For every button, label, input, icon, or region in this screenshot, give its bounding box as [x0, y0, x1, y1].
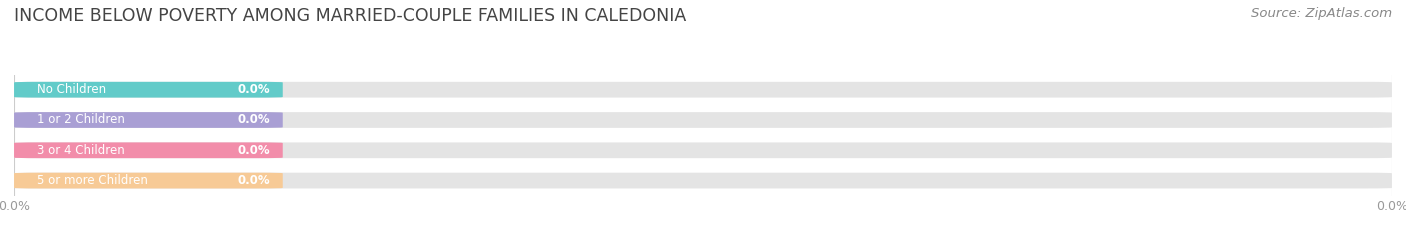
Text: 0.0%: 0.0%: [238, 174, 270, 187]
FancyBboxPatch shape: [14, 112, 1392, 128]
FancyBboxPatch shape: [14, 82, 283, 98]
Text: INCOME BELOW POVERTY AMONG MARRIED-COUPLE FAMILIES IN CALEDONIA: INCOME BELOW POVERTY AMONG MARRIED-COUPL…: [14, 7, 686, 25]
FancyBboxPatch shape: [14, 142, 1392, 158]
FancyBboxPatch shape: [14, 142, 283, 158]
Text: 3 or 4 Children: 3 or 4 Children: [38, 144, 125, 157]
FancyBboxPatch shape: [14, 82, 1392, 98]
Text: 0.0%: 0.0%: [238, 113, 270, 127]
Text: 0.0%: 0.0%: [238, 83, 270, 96]
Text: No Children: No Children: [38, 83, 107, 96]
FancyBboxPatch shape: [14, 173, 1392, 188]
Text: 5 or more Children: 5 or more Children: [38, 174, 149, 187]
Text: 0.0%: 0.0%: [238, 144, 270, 157]
Text: Source: ZipAtlas.com: Source: ZipAtlas.com: [1251, 7, 1392, 20]
Text: 1 or 2 Children: 1 or 2 Children: [38, 113, 125, 127]
FancyBboxPatch shape: [14, 112, 283, 128]
FancyBboxPatch shape: [14, 173, 283, 188]
